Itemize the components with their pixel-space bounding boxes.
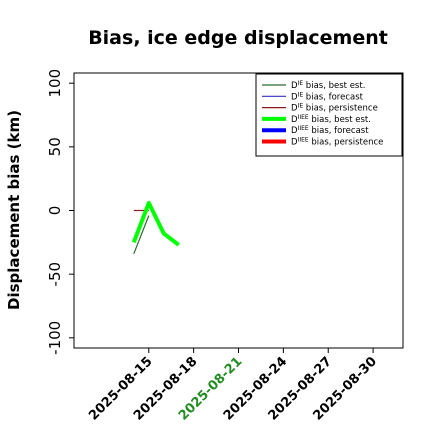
series-line: [133, 215, 150, 255]
legend: DIE bias, best est.DIE bias, forecastDIE…: [255, 73, 403, 157]
legend-entry: DIE bias, best est.: [291, 80, 365, 91]
y-tick-label: 100: [46, 69, 64, 98]
legend-entry: DIIEE bias, best est.: [291, 114, 371, 125]
legend-entry: DIIEE bias, persistence: [291, 137, 383, 148]
y-tick-label: 0: [46, 206, 64, 216]
legend-entry: DIIEE bias, forecast: [291, 125, 369, 136]
chart-title: Bias, ice edge displacement: [88, 27, 388, 49]
y-axis-label: Displacement bias (km): [5, 110, 23, 310]
legend-entry: DIE bias, persistence: [291, 103, 378, 114]
legend-entry: DIE bias, forecast: [291, 91, 364, 102]
y-tick-label: 50: [46, 137, 64, 156]
y-tick-label: -100: [46, 321, 64, 355]
y-tick-label: -50: [46, 262, 64, 287]
series-line: [131, 200, 180, 247]
